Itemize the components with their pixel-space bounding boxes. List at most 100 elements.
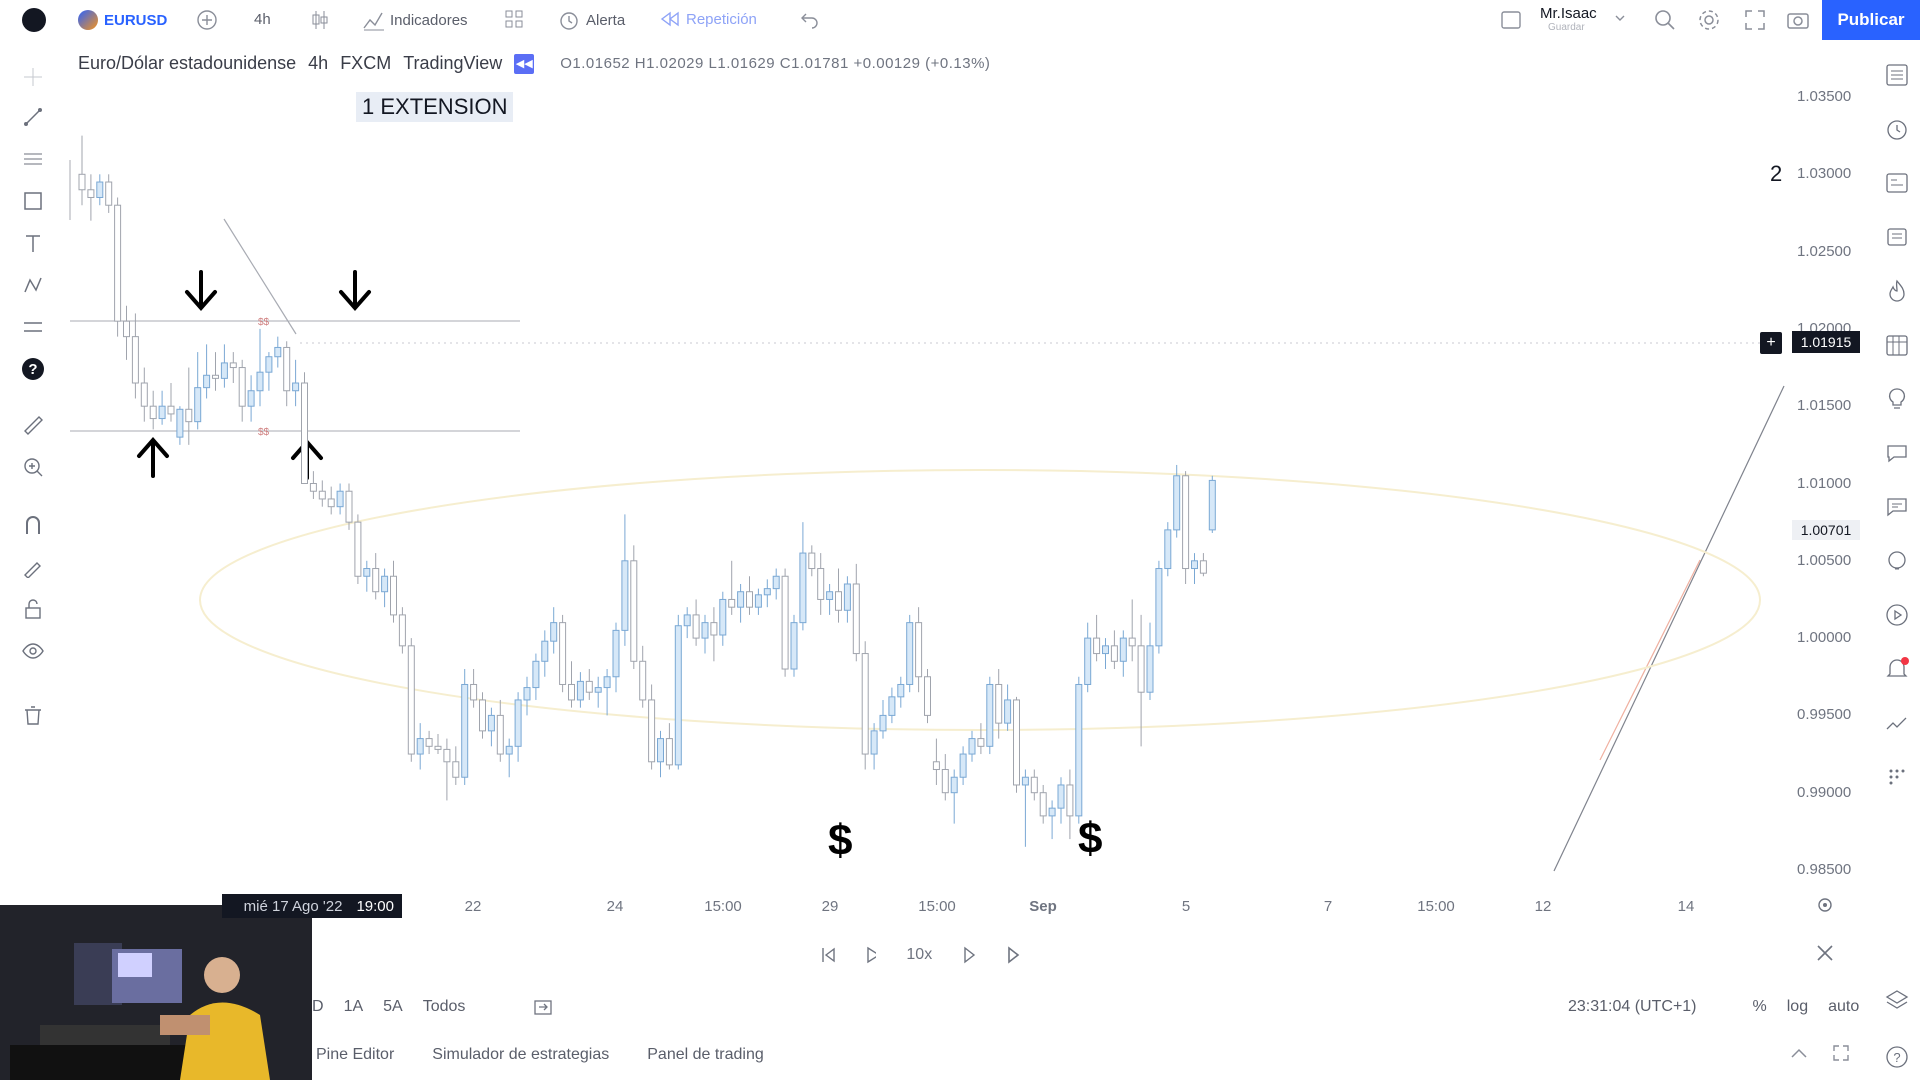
publish-button[interactable]: Publicar: [1822, 0, 1920, 40]
candle-body: [826, 591, 834, 600]
candle: [336, 483, 344, 515]
undo-button[interactable]: [800, 9, 820, 29]
play-icon[interactable]: [865, 946, 877, 964]
candle: [1137, 614, 1145, 747]
trendline-icon[interactable]: [20, 104, 46, 130]
goto-date-icon[interactable]: [533, 998, 553, 1021]
text-icon[interactable]: [20, 230, 46, 256]
streams-icon[interactable]: [1884, 602, 1910, 628]
candle: [692, 599, 700, 646]
dots-grid-icon[interactable]: [1884, 764, 1910, 790]
auto-toggle[interactable]: auto: [1828, 998, 1860, 1015]
axis-settings-icon[interactable]: [1816, 896, 1834, 918]
replay-button[interactable]: Repetición: [660, 9, 757, 29]
range-all[interactable]: Todos: [422, 998, 466, 1015]
candle: [345, 483, 353, 530]
lock-icon[interactable]: [20, 596, 46, 622]
tab-pine-editor[interactable]: Pine Editor: [316, 1046, 395, 1063]
help-circle-icon[interactable]: ?: [1884, 1044, 1910, 1070]
jump-forward-icon[interactable]: [1006, 946, 1020, 964]
alerts-clock-icon[interactable]: [1884, 116, 1910, 142]
compare-symbol-button[interactable]: [196, 9, 218, 31]
zoom-in-icon[interactable]: [20, 454, 46, 480]
horizontal-lines-icon[interactable]: [20, 146, 46, 172]
crosshair-icon[interactable]: [20, 64, 46, 90]
symbol-search-button[interactable]: EURUSD: [78, 10, 167, 30]
candle-body: [96, 181, 104, 198]
chart-type-button[interactable]: [310, 9, 330, 31]
step-forward-icon[interactable]: [962, 946, 976, 964]
help-icon[interactable]: ?: [20, 356, 46, 382]
clock-readout[interactable]: 23:31:04 (UTC+1): [1568, 998, 1697, 1015]
candle-body: [924, 676, 931, 716]
close-replay-button[interactable]: [1816, 944, 1834, 967]
search-button[interactable]: [1654, 9, 1676, 31]
candle: [843, 576, 851, 623]
trash-icon[interactable]: [20, 702, 46, 728]
hotlist-flame-icon[interactable]: [1884, 278, 1910, 304]
candle-body: [986, 683, 994, 747]
settings-button[interactable]: [1698, 9, 1720, 31]
tab-strategy-tester[interactable]: Simulador de estrategias: [432, 1046, 610, 1063]
magnet-icon[interactable]: [20, 512, 46, 538]
notifications-bell-icon[interactable]: [1884, 656, 1910, 682]
add-alert-icon[interactable]: +: [1760, 332, 1782, 354]
fullscreen-button[interactable]: [1744, 9, 1766, 31]
indicators-button[interactable]: Indicadores: [362, 9, 468, 31]
range-5a[interactable]: 5A: [383, 998, 403, 1015]
tips-icon[interactable]: [1884, 548, 1910, 574]
candle-body: [576, 680, 584, 701]
log-toggle[interactable]: log: [1786, 998, 1809, 1015]
range-1a[interactable]: 1A: [343, 998, 364, 1015]
candle-body: [648, 699, 656, 763]
interval-button[interactable]: 4h: [254, 11, 271, 28]
messages-icon[interactable]: [1884, 494, 1910, 520]
news-icon[interactable]: [1884, 224, 1910, 250]
tab-trading-panel[interactable]: Panel de trading: [647, 1046, 764, 1063]
pattern-icon[interactable]: [20, 272, 46, 298]
candle: [301, 372, 308, 485]
candle-body: [657, 738, 664, 763]
arrow-up-1: [137, 436, 169, 478]
rectangle-icon[interactable]: [20, 188, 46, 214]
measure-lines-icon[interactable]: [20, 314, 46, 340]
jump-back-icon[interactable]: [820, 946, 835, 964]
watchlist-icon[interactable]: [1884, 62, 1910, 88]
candle-body: [1048, 807, 1056, 817]
maximize-panel-button[interactable]: [1832, 1044, 1850, 1067]
candle-body: [265, 356, 273, 373]
layout-square-button[interactable]: [1500, 9, 1522, 31]
calendar-grid-icon[interactable]: [1884, 332, 1910, 358]
chat-icon[interactable]: [1884, 440, 1910, 466]
candle: [986, 676, 994, 755]
eye-icon[interactable]: [20, 638, 46, 664]
time-tick-label: 15:00: [918, 898, 956, 915]
percent-toggle[interactable]: %: [1752, 998, 1767, 1015]
ruler-icon[interactable]: [20, 412, 46, 438]
collapse-panel-button[interactable]: [1790, 1046, 1808, 1065]
candle-body: [1146, 645, 1154, 693]
candle: [87, 174, 95, 221]
pencil-lock-icon[interactable]: [20, 554, 46, 580]
candle-body: [683, 614, 691, 627]
trend-icon[interactable]: [1884, 710, 1910, 736]
user-menu-chevron[interactable]: [1614, 12, 1626, 24]
candle-body: [808, 552, 816, 570]
data-window-icon[interactable]: [1884, 170, 1910, 196]
app-logo-icon[interactable]: [22, 8, 46, 32]
candle-body: [1021, 776, 1029, 786]
candle: [1128, 599, 1136, 662]
user-menu[interactable]: Mr.Isaac Guardar: [1540, 5, 1597, 33]
layers-icon[interactable]: [1884, 988, 1910, 1014]
extension-annotation[interactable]: 1 EXTENSION: [356, 92, 514, 122]
range-d[interactable]: D: [312, 998, 324, 1015]
save-hint: Guardar: [1548, 22, 1585, 33]
replay-badge-icon[interactable]: ◀◀: [514, 53, 535, 74]
ideas-bulb-icon[interactable]: [1884, 386, 1910, 412]
replay-speed[interactable]: 10x: [906, 946, 933, 963]
candle: [131, 313, 139, 399]
layouts-button[interactable]: [504, 9, 524, 29]
candle: [968, 730, 976, 762]
alert-button[interactable]: Alerta: [558, 9, 625, 31]
snapshot-button[interactable]: [1786, 9, 1810, 31]
